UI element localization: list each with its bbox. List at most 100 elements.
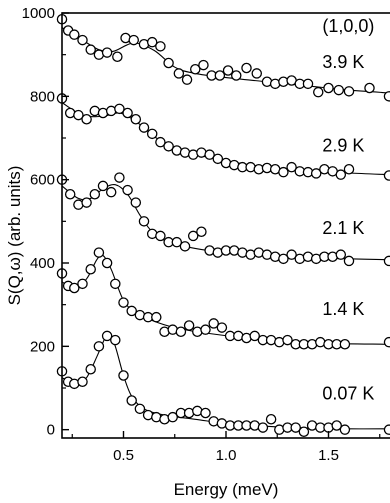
x-axis-label: Energy (meV) — [174, 480, 279, 499]
data-point — [310, 168, 322, 179]
data-point — [265, 413, 277, 425]
data-point — [130, 197, 142, 208]
data-point — [278, 166, 289, 178]
data-point — [64, 188, 76, 200]
data-point — [222, 65, 234, 76]
data-point — [81, 197, 92, 208]
data-point — [257, 422, 269, 433]
data-point — [85, 263, 96, 275]
data-point — [126, 395, 137, 406]
data-point — [230, 70, 242, 81]
data-point — [383, 255, 390, 267]
data-point — [198, 59, 209, 71]
data-point — [333, 84, 344, 96]
axis-ticks — [62, 12, 381, 438]
data-point — [97, 180, 109, 192]
data-point — [167, 411, 178, 423]
x-tick-label: 1.5 — [318, 447, 339, 464]
data-point — [312, 86, 324, 98]
data-point — [93, 247, 105, 258]
data-point — [85, 44, 96, 55]
data-point — [249, 330, 260, 342]
data-point — [138, 122, 150, 133]
data-point — [122, 107, 133, 119]
data-point — [89, 188, 101, 200]
data-point — [130, 114, 142, 125]
data-point — [335, 169, 347, 180]
data-points — [56, 13, 390, 437]
data-point — [146, 128, 158, 140]
data-point — [200, 324, 211, 335]
data-point — [155, 136, 166, 148]
data-point — [181, 74, 193, 85]
curve-label: (1,0,0) — [322, 16, 374, 36]
data-point — [323, 82, 334, 94]
data-point — [339, 338, 351, 350]
data-point — [278, 253, 289, 265]
data-point — [343, 86, 355, 97]
y-tick-label: 800 — [30, 88, 55, 105]
data-point — [214, 70, 226, 81]
y-tick-label: 400 — [30, 255, 55, 272]
data-point — [251, 68, 262, 79]
data-point — [331, 420, 342, 431]
data-point — [241, 62, 252, 74]
plot-frame — [61, 12, 390, 439]
data-point — [189, 64, 201, 75]
data-point — [163, 57, 174, 69]
data-point — [173, 68, 185, 79]
data-point — [118, 297, 129, 308]
curve-label: 3.9 K — [322, 52, 364, 72]
data-point — [155, 41, 166, 52]
data-point — [339, 424, 351, 435]
data-point — [77, 376, 88, 387]
data-point — [155, 230, 166, 242]
data-point — [101, 330, 113, 342]
data-point — [383, 91, 390, 102]
data-point — [69, 29, 80, 40]
data-point — [93, 341, 105, 352]
data-point — [171, 236, 183, 248]
data-point — [122, 184, 133, 196]
curve-label: 1.4 K — [322, 299, 364, 319]
data-point — [77, 34, 88, 46]
data-point — [179, 241, 191, 252]
y-tick-label: 200 — [30, 338, 55, 355]
data-point — [112, 51, 123, 63]
y-tick-label: 0 — [47, 422, 55, 439]
data-point — [204, 149, 215, 160]
data-point — [118, 370, 129, 381]
y-axis-label: S(Q,ω) (arb. units) — [5, 166, 24, 306]
data-point — [134, 403, 146, 415]
curve-labels: (1,0,0) 3.9 K 2.9 K 2.1 K 1.4 K 0.07 K — [322, 16, 374, 404]
data-point — [343, 255, 355, 267]
data-point — [101, 47, 113, 58]
data-point — [282, 334, 293, 346]
data-point — [73, 109, 84, 121]
data-point — [114, 103, 125, 115]
data-point — [151, 311, 162, 323]
curve-label: 0.07 K — [322, 384, 374, 404]
data-point — [105, 186, 117, 198]
data-point — [126, 305, 137, 317]
data-point — [101, 257, 113, 269]
data-point — [383, 170, 390, 181]
data-point — [81, 114, 92, 125]
data-point — [85, 363, 96, 375]
data-point — [175, 326, 187, 337]
data-point — [128, 34, 139, 46]
data-point — [286, 161, 297, 173]
y-tick-label: 1000 — [22, 5, 55, 22]
x-tick-label: 0.5 — [113, 447, 134, 464]
data-point — [183, 320, 195, 331]
data-point — [208, 318, 219, 329]
data-point — [216, 322, 228, 333]
x-tick-label: 1.0 — [216, 447, 237, 464]
data-point — [302, 78, 314, 90]
data-point — [212, 153, 224, 165]
curve-label: 2.9 K — [322, 135, 364, 155]
data-point — [114, 172, 125, 183]
data-point — [298, 426, 310, 437]
tick-labels: 0 200 400 600 800 1000 0.5 1.0 1.5 — [22, 5, 339, 464]
